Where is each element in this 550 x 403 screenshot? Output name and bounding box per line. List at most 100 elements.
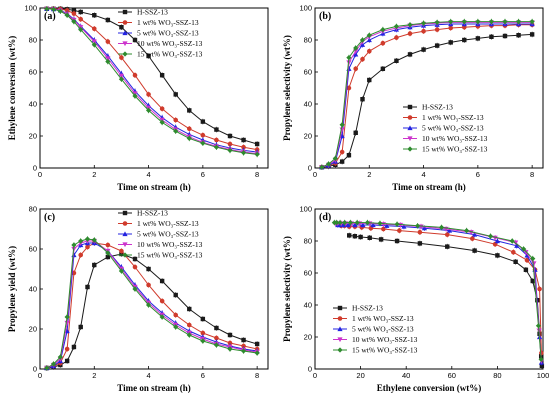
legend-label: 5 wt% WO₃-SSZ-13 bbox=[137, 29, 199, 38]
y-tick-label: 20 bbox=[304, 132, 312, 141]
data-point bbox=[44, 365, 50, 371]
data-point bbox=[494, 238, 500, 244]
data-point bbox=[173, 292, 178, 298]
data-point bbox=[254, 151, 260, 157]
x-tick-label: 8 bbox=[255, 371, 259, 380]
data-point bbox=[105, 254, 111, 260]
series-3 bbox=[335, 222, 545, 366]
data-point bbox=[434, 43, 440, 48]
series-5 bbox=[44, 236, 260, 371]
y-tick-label: 0 bbox=[308, 365, 312, 374]
data-point bbox=[539, 363, 545, 368]
data-point bbox=[353, 130, 358, 135]
data-point bbox=[448, 19, 454, 25]
panel-label: (c) bbox=[44, 212, 55, 223]
data-point bbox=[475, 36, 481, 41]
data-point bbox=[394, 58, 399, 63]
data-point bbox=[227, 332, 233, 338]
data-point bbox=[347, 233, 352, 238]
data-point bbox=[159, 314, 165, 320]
data-point bbox=[64, 346, 70, 352]
y-axis-title: Propylene selectivity (wt%) bbox=[282, 35, 292, 141]
data-point bbox=[64, 12, 70, 18]
data-point bbox=[509, 238, 515, 244]
data-point bbox=[367, 77, 372, 83]
plot-frame bbox=[314, 7, 544, 169]
legend-marker bbox=[122, 20, 128, 25]
data-point bbox=[470, 236, 475, 241]
legend-marker bbox=[407, 136, 413, 142]
data-point bbox=[523, 267, 529, 272]
series-5 bbox=[44, 6, 260, 158]
y-tick-label: 20 bbox=[304, 333, 312, 342]
data-point bbox=[339, 149, 345, 155]
data-point bbox=[227, 346, 233, 352]
x-tick-label: 4 bbox=[421, 170, 425, 179]
data-point bbox=[105, 250, 111, 256]
data-point bbox=[364, 220, 371, 226]
legend-marker bbox=[407, 146, 413, 152]
y-tick-label: 100 bbox=[299, 205, 312, 214]
data-point bbox=[524, 257, 530, 263]
data-point bbox=[514, 243, 520, 248]
series-1 bbox=[44, 6, 260, 147]
data-point bbox=[57, 354, 63, 360]
x-tick-label: 40 bbox=[402, 371, 410, 380]
x-tick-label: 2 bbox=[92, 170, 96, 179]
data-point bbox=[353, 45, 359, 51]
x-tick-label: 60 bbox=[448, 371, 456, 380]
panel-d: 0 20 40 60 80 100 0 20 40 60 80 100 Ethylene convers… bbox=[275, 201, 550, 402]
data-point bbox=[200, 119, 206, 124]
data-point bbox=[407, 22, 413, 28]
data-point bbox=[159, 106, 165, 112]
data-point bbox=[529, 32, 535, 37]
data-point bbox=[475, 19, 481, 25]
data-point bbox=[378, 237, 384, 242]
legend-label: 1 wt% WO₃-SSZ-13 bbox=[137, 18, 199, 27]
data-point bbox=[345, 222, 351, 228]
data-point bbox=[417, 229, 423, 235]
data-point bbox=[214, 137, 219, 143]
x-tick-label: 4 bbox=[146, 371, 150, 380]
data-point bbox=[523, 250, 529, 255]
data-point bbox=[187, 108, 192, 113]
data-point bbox=[241, 144, 246, 150]
chart-d: 0 20 40 60 80 100 0 20 40 60 80 100 Ethylene convers… bbox=[282, 205, 550, 393]
data-point bbox=[516, 33, 521, 38]
y-tick-label: 80 bbox=[304, 36, 312, 45]
data-point bbox=[78, 27, 84, 33]
data-point bbox=[360, 97, 365, 102]
data-point bbox=[119, 248, 124, 254]
data-point bbox=[200, 338, 206, 344]
y-axis-title: Ethylene conversion (wt%) bbox=[7, 36, 17, 141]
x-axis-title: Ethylene conversion (wt%) bbox=[377, 383, 482, 393]
data-point bbox=[407, 52, 413, 57]
data-point bbox=[370, 222, 376, 228]
data-point bbox=[78, 238, 84, 244]
data-point bbox=[360, 56, 365, 62]
data-point bbox=[421, 47, 426, 52]
x-tick-label: 2 bbox=[367, 170, 371, 179]
data-point bbox=[502, 33, 508, 39]
data-point bbox=[91, 42, 97, 48]
y-axis-title: Propylene yield (wt%) bbox=[7, 246, 17, 332]
data-point bbox=[214, 127, 219, 132]
data-point bbox=[366, 32, 372, 38]
data-point bbox=[254, 350, 260, 356]
data-point bbox=[145, 107, 152, 113]
data-point bbox=[354, 220, 360, 226]
plot-frame bbox=[39, 7, 269, 169]
data-point bbox=[91, 26, 97, 32]
y-tick-label: 80 bbox=[304, 237, 312, 246]
data-point bbox=[146, 266, 151, 272]
data-point bbox=[159, 298, 165, 304]
x-axis-title: Time on stream (h) bbox=[117, 182, 190, 192]
x-tick-label: 100 bbox=[537, 371, 550, 380]
y-tick-label: 100 bbox=[24, 4, 37, 13]
data-point bbox=[78, 324, 83, 330]
data-point bbox=[200, 330, 206, 336]
data-point bbox=[85, 284, 90, 290]
data-point bbox=[488, 19, 495, 25]
legend-marker bbox=[407, 125, 413, 131]
